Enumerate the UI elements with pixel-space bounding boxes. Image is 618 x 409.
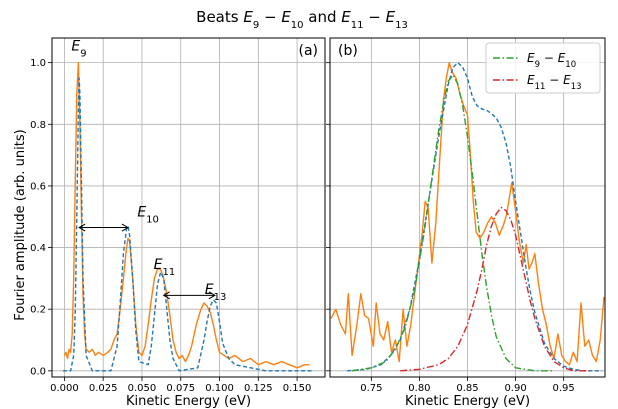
double-arrow bbox=[78, 223, 129, 232]
x-tick-label: 0.90 bbox=[504, 383, 526, 394]
x-tick-label: 0.95 bbox=[553, 383, 575, 394]
panel-label: (a) bbox=[298, 43, 318, 59]
x-tick-label: 0.025 bbox=[89, 383, 118, 394]
legend: E9 − E10 E11 − E13 bbox=[485, 42, 601, 94]
x-tick-label: 0.150 bbox=[283, 383, 312, 394]
legend-entry: E11 − E13 bbox=[527, 73, 582, 92]
x-tick-label: 0.125 bbox=[244, 383, 273, 394]
x-tick-label: 0.75 bbox=[360, 383, 382, 394]
y-tick-label: 0.2 bbox=[30, 305, 46, 316]
y-tick-label: 1.0 bbox=[30, 58, 46, 69]
axes-frame bbox=[51, 37, 326, 378]
panel-b: 0.75 0.80 0.85 0.90 0.95 Kinetic Energy (eV) (… bbox=[326, 37, 606, 409]
series-line-blue bbox=[347, 62, 603, 372]
peak-label: E11 bbox=[154, 257, 176, 278]
x-axis-label: Kinetic Energy (eV) bbox=[405, 394, 530, 409]
x-tick-label: 0.80 bbox=[408, 383, 430, 394]
x-tick-label: 0.050 bbox=[128, 383, 157, 394]
x-axis-label: Kinetic Energy (eV) bbox=[126, 394, 251, 409]
x-tick-label: 0.000 bbox=[50, 383, 79, 394]
series-line-green bbox=[351, 74, 554, 372]
figure-title: Beats E9 − E10 and E11 − E13 bbox=[196, 8, 408, 31]
x-tick-label: 0.075 bbox=[166, 383, 195, 394]
double-arrow bbox=[162, 291, 216, 300]
series-line-blue bbox=[62, 77, 313, 372]
series-line-orange bbox=[63, 62, 310, 369]
series-line-red bbox=[400, 206, 593, 372]
y-tick-label: 0.8 bbox=[30, 120, 46, 131]
panel-label: (b) bbox=[338, 43, 358, 59]
panel-a: 0.000 0.025 0.050 0.075 0.100 0.125 0.150 0.0 0.… bbox=[30, 37, 326, 409]
x-tick-label: 0.100 bbox=[205, 383, 234, 394]
y-axis-label: Fourier amplitude (arb. units) bbox=[13, 129, 28, 320]
y-tick-label: 0.6 bbox=[30, 181, 46, 192]
peak-label: E9 bbox=[71, 38, 86, 59]
legend-entry: E9 − E10 bbox=[527, 51, 576, 70]
y-tick-label: 0.0 bbox=[30, 366, 46, 377]
x-tick-label: 0.85 bbox=[456, 383, 478, 394]
y-tick-label: 0.4 bbox=[30, 243, 46, 254]
peak-label: E13 bbox=[205, 282, 227, 303]
peak-label: E10 bbox=[137, 205, 159, 226]
